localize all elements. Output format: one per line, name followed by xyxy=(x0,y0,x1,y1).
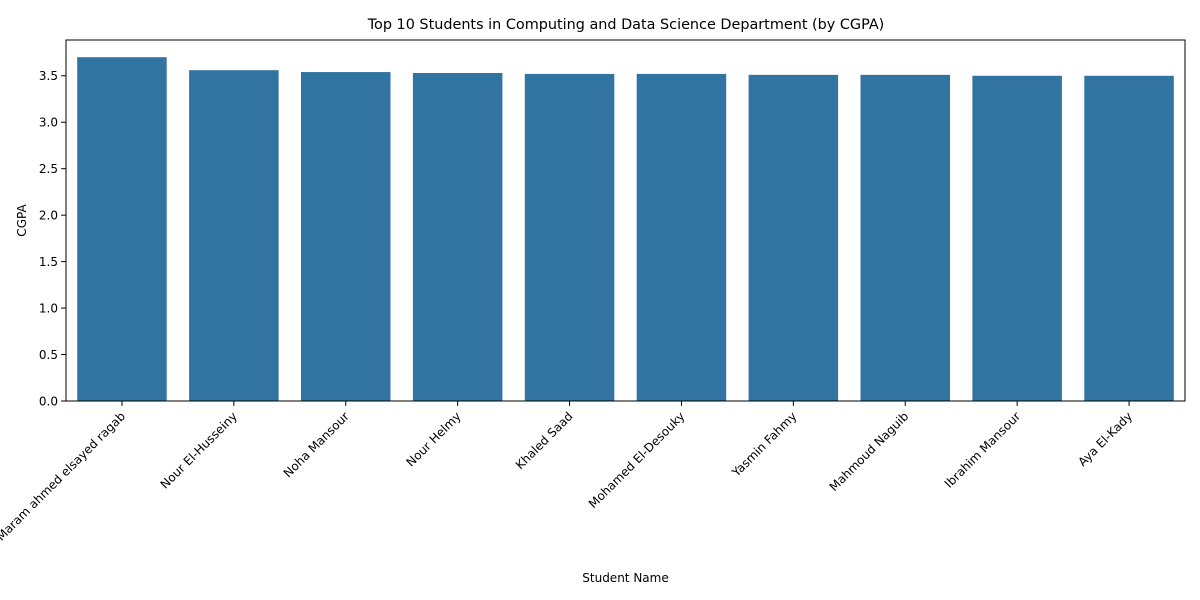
bar-3 xyxy=(300,72,391,401)
x-axis-label: Student Name xyxy=(582,571,668,585)
y-axis-label: CGPA xyxy=(15,204,29,237)
bar-7 xyxy=(748,74,839,402)
bar-6 xyxy=(636,73,727,401)
y-tick-label-4: 1.5 xyxy=(39,255,58,269)
bar-5 xyxy=(524,73,615,401)
bar-4 xyxy=(412,72,503,402)
y-tick-label-1: 0.0 xyxy=(39,394,58,408)
y-tick-label-7: 3.0 xyxy=(39,116,58,130)
bar-8 xyxy=(860,74,951,402)
y-tick-label-6: 2.5 xyxy=(39,162,58,176)
bar-2 xyxy=(189,70,279,401)
y-tick-label-2: 0.5 xyxy=(39,348,58,362)
y-tick-label-5: 2.0 xyxy=(39,208,58,222)
bar-10 xyxy=(1084,75,1174,401)
chart-title: Top 10 Students in Computing and Data Sc… xyxy=(367,17,885,33)
y-tick-label-8: 3.5 xyxy=(39,69,58,83)
y-axis: 0.0 0.5 1.0 1.5 2.0 2.5 3.0 3.5 xyxy=(39,69,66,408)
bars-group xyxy=(77,57,1174,402)
bar-1 xyxy=(77,57,167,401)
bar-9 xyxy=(972,75,1062,401)
plot-frame xyxy=(65,39,1186,402)
y-tick-label-3: 1.0 xyxy=(39,301,58,315)
plot-area: 0.00.51.01.52.02.53.03.5 Maram ahmed els… xyxy=(0,39,1186,544)
